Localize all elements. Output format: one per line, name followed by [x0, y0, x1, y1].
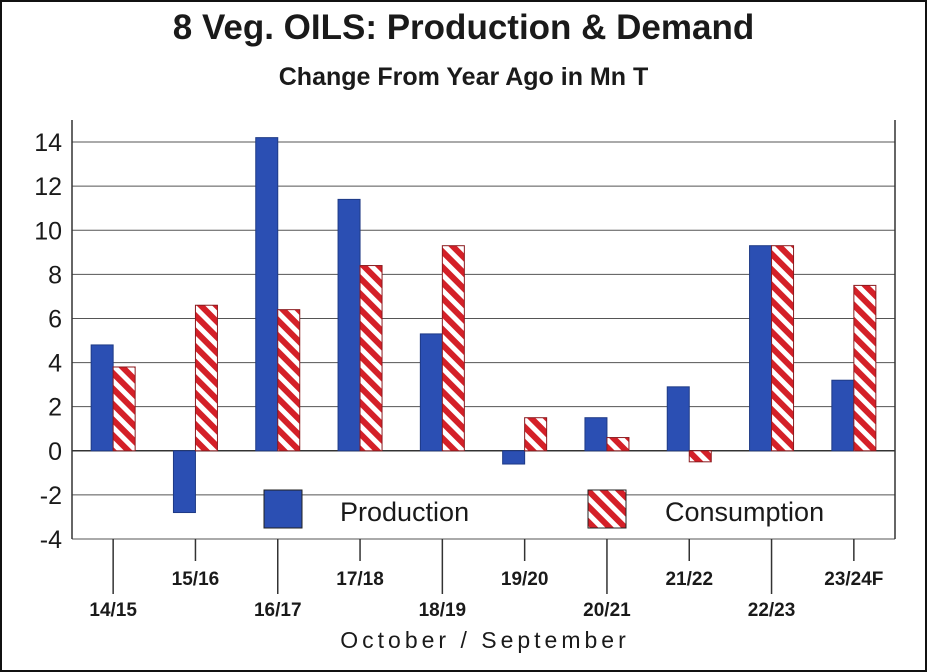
bar-consumption	[441, 245, 465, 452]
bar-production	[831, 379, 855, 452]
bar-consumption	[277, 309, 301, 452]
bar-consumption	[194, 304, 218, 452]
bar-production	[419, 333, 443, 452]
bar-production	[172, 450, 196, 514]
x-tick-label: 17/18	[336, 569, 384, 590]
x-tick-label: 22/23	[748, 600, 796, 621]
bar-production	[337, 198, 361, 452]
x-tick-label: 15/16	[172, 569, 220, 590]
y-tick-label: 10	[34, 217, 62, 245]
x-tick-label: 14/15	[89, 600, 137, 621]
x-tick-label: 21/22	[665, 569, 713, 590]
chart-title: 8 Veg. OILS: Production & Demand	[172, 8, 755, 47]
y-tick-label: 2	[48, 394, 62, 422]
bar-consumption	[688, 450, 712, 463]
y-tick-label: -4	[40, 526, 62, 554]
bar-consumption	[853, 284, 877, 452]
bar-production	[749, 245, 773, 452]
y-tick-label: -2	[40, 482, 62, 510]
tick-labels: -4 -2 0 2 4 6 8 10 12 14 14/15 15/16 16/17 17/18 18/19…	[34, 129, 883, 621]
bar-consumption	[112, 366, 136, 452]
x-tick-label: 16/17	[254, 600, 302, 621]
bar-consumption	[771, 245, 795, 452]
x-tick-label: 20/21	[583, 600, 631, 621]
bar-consumption	[524, 417, 548, 452]
bar-production	[502, 450, 526, 465]
bar-production	[584, 417, 608, 452]
legend: Production Consumption	[263, 489, 824, 529]
x-tick-label: 19/20	[501, 569, 549, 590]
y-tick-label: 0	[48, 438, 62, 466]
legend-label-consumption: Consumption	[665, 497, 824, 527]
legend-swatch-consumption	[587, 489, 627, 529]
chart-subtitle: Change From Year Ago in Mn T	[278, 63, 649, 91]
legend-label-production: Production	[340, 497, 469, 527]
bar-production	[666, 386, 690, 452]
bar-production	[90, 344, 114, 452]
y-tick-label: 12	[34, 173, 62, 201]
legend-swatch-production	[263, 489, 303, 529]
x-axis-label: October / September	[340, 627, 630, 653]
y-tick-label: 14	[34, 129, 62, 157]
y-tick-label: 8	[48, 261, 62, 289]
axes	[71, 120, 896, 594]
bar-consumption	[606, 437, 630, 452]
y-tick-label: 4	[48, 350, 62, 378]
bars	[90, 137, 877, 514]
x-tick-label: 23/24F	[824, 569, 883, 590]
y-tick-label: 6	[48, 305, 62, 333]
x-tick-label: 18/19	[419, 600, 467, 621]
bar-production	[255, 137, 279, 452]
bar-consumption	[359, 265, 383, 452]
